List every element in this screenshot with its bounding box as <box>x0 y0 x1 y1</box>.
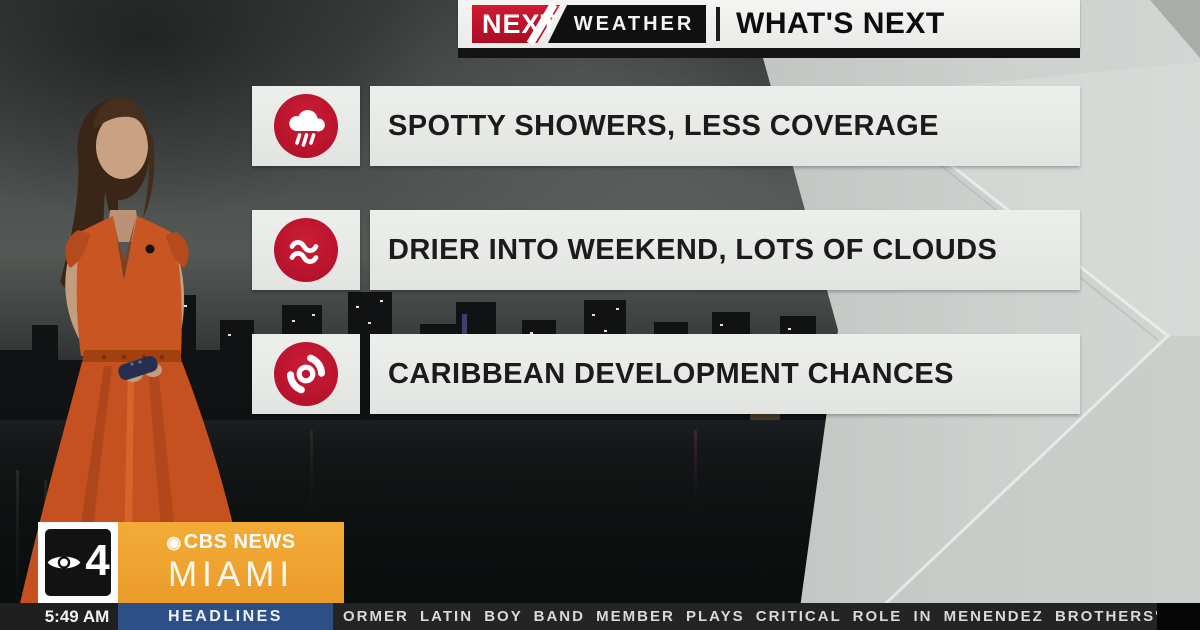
info-row-text-box: SPOTTY SHOWERS, LESS COVERAGE <box>370 86 1080 166</box>
cbs-news-wordmark: ◉ CBS NEWS <box>166 531 295 554</box>
news-ticker-text: ORMER LATIN BOY BAND MEMBER PLAYS CRITIC… <box>333 603 1157 630</box>
network-name: CBS NEWS <box>183 530 296 553</box>
info-row-text-box: CARIBBEAN DEVELOPMENT CHANCES <box>370 334 1080 414</box>
weather-label: WEATHER <box>573 13 695 35</box>
banner-divider <box>716 7 720 41</box>
info-row-icon-box <box>252 86 360 166</box>
cbs4-logo-inner: 4 <box>45 529 111 596</box>
info-row-label: SPOTTY SHOWERS, LESS COVERAGE <box>388 109 939 142</box>
next-logo-text: NEXT <box>482 9 559 39</box>
info-row-label: CARIBBEAN DEVELOPMENT CHANCES <box>388 357 954 390</box>
weather-label-background <box>548 5 706 43</box>
ticker-end-cap <box>1157 603 1200 630</box>
cbs-news-miami-logo: ◉ CBS NEWS MIAMI <box>118 522 344 603</box>
clock-time: 5:49 AM <box>44 607 110 626</box>
info-row-label: DRIER INTO WEEKEND, LOTS OF CLOUDS <box>388 233 998 266</box>
water-reflection <box>310 430 313 520</box>
info-row-icon-box <box>252 210 360 290</box>
cbs4-logo: 4 <box>38 522 118 603</box>
water-reflection <box>694 430 697 510</box>
hurricane-icon <box>274 342 338 406</box>
lower-third-bar: 5:49 AM HEADLINES ORMER LATIN BOY BAND M… <box>0 603 1200 630</box>
info-row-icon-box <box>252 334 360 414</box>
banner-underline <box>458 48 1080 58</box>
cbs-eye-glyph-icon: ◉ <box>166 532 182 552</box>
cbs-eye-icon <box>47 556 81 569</box>
headlines-badge: HEADLINES <box>118 603 333 630</box>
market-name: MIAMI <box>167 554 295 594</box>
waves-icon <box>274 218 338 282</box>
banner-title: WHAT'S NEXT <box>736 7 945 40</box>
next-weather-banner: NEXT WEATHER WHAT'S NEXT <box>458 0 1080 48</box>
info-row-text-box: DRIER INTO WEEKEND, LOTS OF CLOUDS <box>370 210 1080 290</box>
rain-icon <box>274 94 338 158</box>
channel-number: 4 <box>85 536 110 585</box>
